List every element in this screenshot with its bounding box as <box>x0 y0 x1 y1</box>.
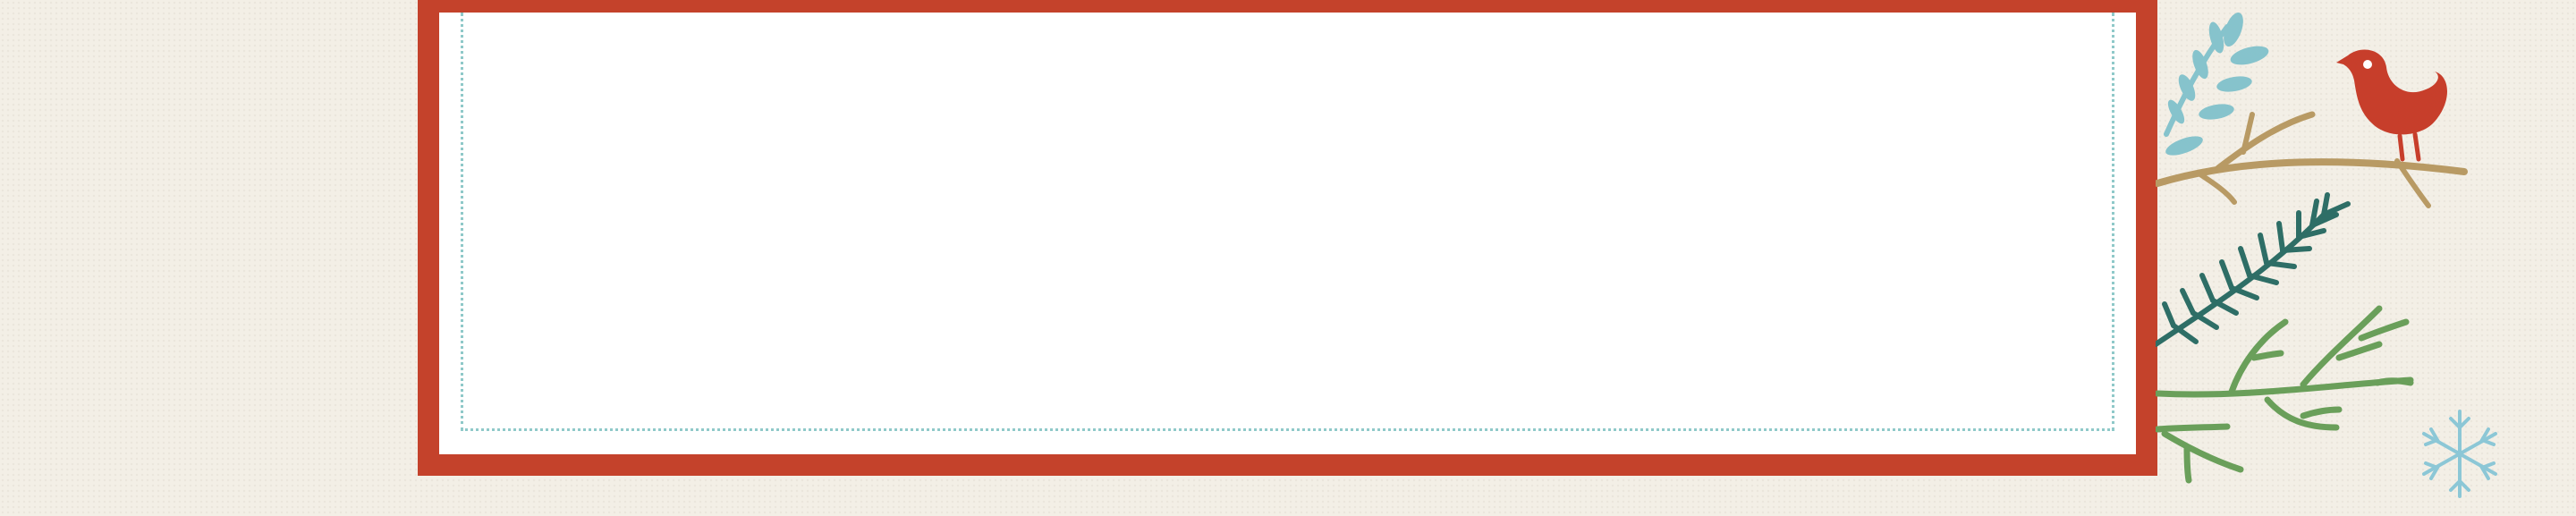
snowflake-icon <box>2422 410 2497 498</box>
blue-leaf-sprig-icon <box>2164 12 2269 156</box>
decoration-art <box>2156 12 2497 498</box>
card-frame <box>418 0 2157 476</box>
leaf-branch-icon <box>2156 305 2414 484</box>
card-content-area <box>461 13 2114 431</box>
pine-branch-icon <box>2156 192 2351 347</box>
branch-icon <box>2156 111 2468 208</box>
bird-icon <box>2336 49 2447 162</box>
